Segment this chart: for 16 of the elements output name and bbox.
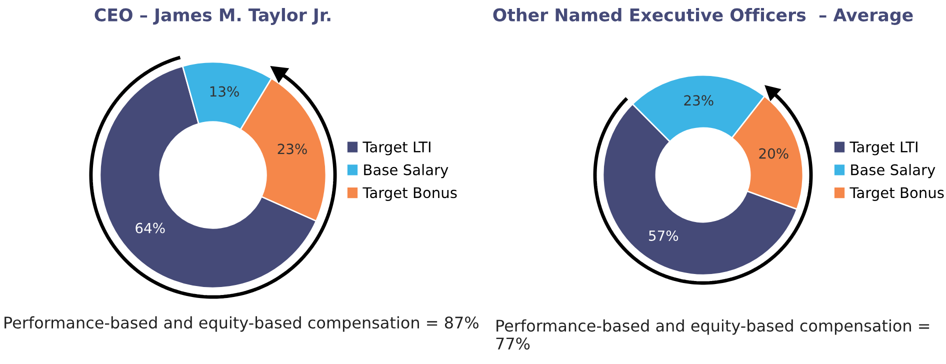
legend-label: Target LTI xyxy=(362,142,430,156)
data-label: 23% xyxy=(278,144,307,154)
data-label: 57% xyxy=(649,230,678,241)
legend-label: Target LTI xyxy=(850,142,918,156)
data-label: 23% xyxy=(684,95,714,106)
text: Performance-based and equity-based compensation = 77% xyxy=(496,319,930,350)
legend-label: Target Bonus xyxy=(850,187,944,201)
chart-title: Other Named Executive Officers – Average xyxy=(493,8,913,25)
data-label: 20% xyxy=(759,148,788,159)
legend-label: Base Salary xyxy=(851,164,936,178)
legend-label: Base Salary xyxy=(364,164,448,178)
chart-title: CEO – James M. Taylor Jr. xyxy=(94,8,330,25)
data-label: 64% xyxy=(136,222,165,234)
data-label: 13% xyxy=(210,86,239,97)
legend-label: Target Bonus xyxy=(362,187,457,201)
text: Performance-based and equity-based compensation = 87% xyxy=(4,316,478,332)
